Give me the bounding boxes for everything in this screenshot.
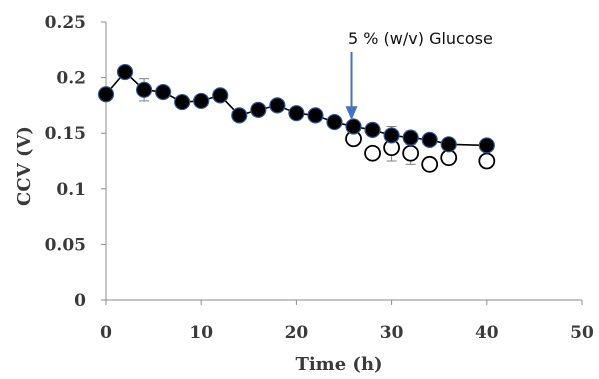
open-marker — [402, 144, 420, 162]
filled-marker — [326, 113, 343, 131]
y-tick-label: 0.25 — [45, 13, 86, 33]
x-tick-label: 40 — [475, 323, 499, 343]
filled-marker — [250, 101, 267, 118]
data-markers — [97, 63, 496, 173]
annotation: 5 % (w/v) Glucose — [345, 29, 493, 121]
filled-marker — [97, 86, 115, 103]
y-axis-title: CCV (V) — [14, 126, 35, 206]
open-marker — [364, 144, 381, 162]
x-tick-label: 20 — [285, 323, 309, 343]
x-tick-label: 10 — [189, 323, 213, 343]
x-tick-label: 50 — [570, 323, 594, 343]
x-tick-label: 30 — [380, 323, 404, 343]
y-tick-label: 0.15 — [45, 124, 86, 144]
open-marker — [421, 155, 439, 173]
filled-marker — [231, 107, 248, 124]
filled-marker — [478, 137, 495, 154]
filled-marker — [345, 118, 362, 135]
filled-marker — [383, 127, 400, 144]
filled-marker — [402, 129, 419, 146]
filled-marker — [193, 92, 210, 110]
y-tick-label: 0.1 — [56, 180, 86, 200]
annotation-arrow-head — [345, 106, 358, 121]
filled-marker — [364, 121, 381, 138]
filled-marker — [135, 81, 153, 98]
filled-marker — [269, 97, 286, 114]
filled-marker — [307, 107, 324, 124]
y-tick-labels: 0 0.05 0.1 0.15 0.2 0.25 — [45, 13, 106, 311]
filled-marker — [155, 83, 172, 101]
filled-marker — [116, 63, 134, 81]
filled-marker — [174, 93, 191, 111]
x-tick-label: 0 — [100, 323, 112, 343]
annotation-text: 5 % (w/v) Glucose — [348, 29, 493, 48]
y-tick-label: 0 — [74, 291, 86, 311]
open-marker — [478, 152, 496, 170]
filled-marker — [421, 131, 438, 148]
axes — [105, 22, 582, 301]
y-tick-label: 0.2 — [56, 69, 86, 89]
filled-marker — [440, 136, 457, 153]
x-tick-labels: 0 10 20 30 40 50 — [100, 300, 594, 343]
x-axis-title: Time (h) — [295, 354, 382, 375]
filled-marker — [288, 105, 305, 122]
y-tick-label: 0.05 — [45, 235, 86, 255]
filled-marker — [212, 87, 229, 104]
